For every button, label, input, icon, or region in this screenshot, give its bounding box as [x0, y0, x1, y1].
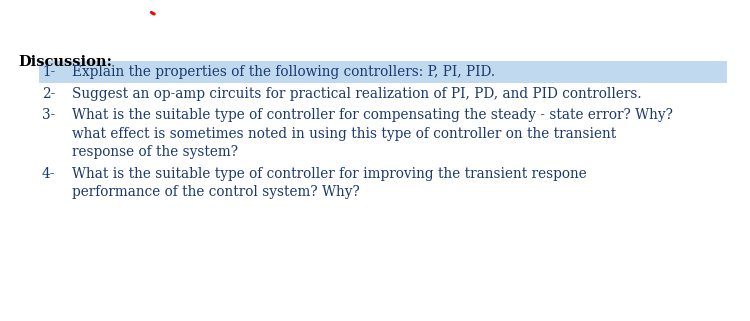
Text: response of the system?: response of the system? — [72, 145, 238, 159]
Text: performance of the control system? Why?: performance of the control system? Why? — [72, 185, 360, 199]
Bar — [39, 60, 727, 83]
Text: 1-: 1- — [42, 65, 56, 79]
Text: what effect is sometimes noted in using this type of controller on the transient: what effect is sometimes noted in using … — [72, 127, 616, 141]
Text: Discussion:: Discussion: — [18, 55, 112, 69]
Text: 4-: 4- — [42, 167, 56, 181]
Text: Suggest an op-amp circuits for practical realization of PI, PD, and PID controll: Suggest an op-amp circuits for practical… — [72, 87, 641, 101]
Text: 2-: 2- — [42, 87, 56, 101]
Text: 3-: 3- — [42, 108, 56, 122]
Text: What is the suitable type of controller for improving the transient respone: What is the suitable type of controller … — [72, 167, 586, 181]
Text: Explain the properties of the following controllers: P, PI, PID.: Explain the properties of the following … — [72, 65, 495, 79]
Text: What is the suitable type of controller for compensating the steady - state erro: What is the suitable type of controller … — [72, 108, 673, 122]
